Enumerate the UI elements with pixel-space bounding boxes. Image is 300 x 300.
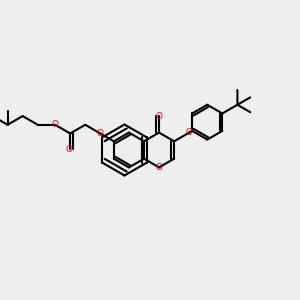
Text: O: O bbox=[156, 163, 163, 172]
Text: O: O bbox=[65, 145, 72, 154]
Text: O: O bbox=[52, 120, 58, 129]
Text: O: O bbox=[186, 128, 193, 137]
Text: O: O bbox=[156, 112, 163, 121]
Text: O: O bbox=[96, 128, 103, 137]
